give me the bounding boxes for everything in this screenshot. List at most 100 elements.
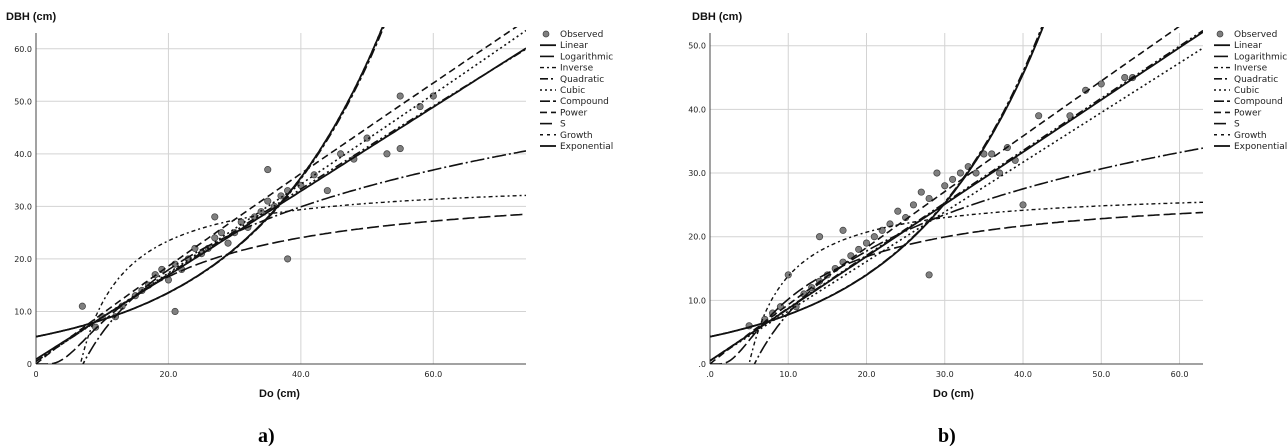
series-line-logarithmic — [753, 147, 1203, 364]
x-tick-label: 10.0 — [779, 370, 797, 379]
observed-point — [171, 307, 179, 316]
observed-point — [988, 150, 996, 158]
observed-point — [1066, 112, 1074, 120]
observed-point — [855, 245, 863, 253]
observed-point — [78, 302, 86, 310]
legend-entry: Exponential — [560, 142, 613, 152]
legend-entry: S — [1234, 120, 1240, 130]
legend-entry: Growth — [560, 131, 593, 141]
y-tick-label: 40.0 — [14, 150, 32, 159]
series-line-inverse — [748, 201, 1203, 364]
observed-point — [383, 150, 391, 158]
observed-point — [894, 207, 902, 215]
observed-point — [277, 192, 285, 200]
series-line-exponential — [36, 27, 384, 338]
legend-entry: Exponential — [1234, 142, 1287, 152]
legend-marker-observed — [542, 30, 550, 38]
x-tick-label: 20.0 — [858, 370, 876, 379]
observed-point — [925, 271, 933, 279]
y-tick-label: 60.0 — [14, 45, 32, 54]
x-tick-label: 40.0 — [1014, 370, 1032, 379]
legend-entry: Observed — [1234, 30, 1277, 40]
observed-point — [217, 229, 225, 237]
observed-point — [211, 213, 219, 221]
legend-entry: Linear — [560, 41, 588, 51]
legend-entry: Logarithmic — [560, 52, 613, 62]
x-tick-label: 30.0 — [936, 370, 954, 379]
observed-point — [1121, 74, 1129, 82]
legend-entry: S — [560, 120, 566, 130]
observed-point — [870, 233, 878, 241]
y-tick-label: 10.0 — [688, 296, 706, 305]
legend-entry: Quadratic — [1234, 75, 1278, 85]
legend-entry: Linear — [1234, 41, 1262, 51]
series-line-compound — [36, 27, 385, 338]
legend-entry: Power — [1234, 108, 1262, 118]
observed-point — [1097, 80, 1105, 88]
observed-point — [363, 134, 371, 142]
y-tick-label: 30.0 — [688, 169, 706, 178]
legend-entry: Observed — [560, 30, 603, 40]
observed-points — [745, 74, 1137, 330]
series-line-exponential — [710, 27, 1044, 338]
legend-entry: Logarithmic — [1234, 52, 1287, 62]
series-line-quadratic — [36, 48, 526, 363]
series-line-growth — [36, 27, 384, 338]
series-line-quadratic — [710, 29, 1203, 362]
observed-point — [816, 233, 824, 241]
panel-label: a) — [258, 425, 275, 446]
series-line-s — [710, 211, 1203, 364]
observed-point — [337, 150, 345, 158]
series-line-power — [710, 27, 1180, 364]
series-line-power — [36, 27, 518, 364]
y-axis-label: DBH (cm) — [6, 11, 56, 23]
observed-point — [995, 169, 1004, 177]
x-axis-label: Do (cm) — [259, 388, 300, 400]
legend-entry: Quadratic — [560, 75, 604, 85]
observed-point — [909, 201, 918, 209]
series-line-s — [36, 213, 526, 364]
y-tick-label: 50.0 — [14, 97, 32, 106]
observed-point — [933, 169, 941, 177]
x-tick-label: 0 — [33, 370, 38, 379]
panel-a: DBH (cm) Do (cm) a) 0 20.0 40.0 60.0 0 10.0 20… — [6, 11, 613, 446]
observed-point — [224, 239, 232, 247]
x-tick-label: .0 — [706, 370, 714, 379]
y-tick-label: 20.0 — [688, 233, 706, 242]
legend-entry: Compound — [1234, 97, 1283, 107]
observed-point — [211, 234, 219, 242]
observed-point — [310, 171, 318, 179]
observed-point — [396, 145, 404, 153]
observed-points — [78, 92, 437, 331]
y-tick-label: 0 — [27, 360, 32, 369]
observed-point — [925, 194, 933, 203]
observed-point — [972, 169, 980, 177]
y-tick-label: 40.0 — [688, 105, 706, 114]
observed-point — [264, 197, 272, 205]
observed-point — [264, 166, 272, 174]
observed-point — [396, 92, 404, 100]
y-axis-label: DBH (cm) — [692, 11, 742, 23]
x-tick-label: 20.0 — [160, 370, 178, 379]
legend-entry: Cubic — [1234, 86, 1259, 96]
observed-point — [862, 239, 871, 247]
legend-entry: Compound — [560, 97, 609, 107]
observed-point — [941, 182, 949, 190]
observed-point — [92, 323, 100, 331]
observed-point — [323, 187, 331, 195]
y-tick-label: .0 — [698, 360, 706, 369]
observed-point — [284, 255, 292, 263]
observed-point — [917, 188, 925, 196]
y-tick-label: 30.0 — [14, 202, 32, 211]
series-line-cubic — [710, 47, 1203, 362]
x-tick-label: 60.0 — [424, 370, 442, 379]
observed-point — [1019, 201, 1027, 209]
legend-entry: Inverse — [1234, 64, 1268, 74]
observed-point — [784, 271, 792, 279]
legend-entry: Growth — [1234, 131, 1267, 141]
x-tick-label: 50.0 — [1092, 370, 1110, 379]
legend-entry: Inverse — [560, 64, 594, 74]
